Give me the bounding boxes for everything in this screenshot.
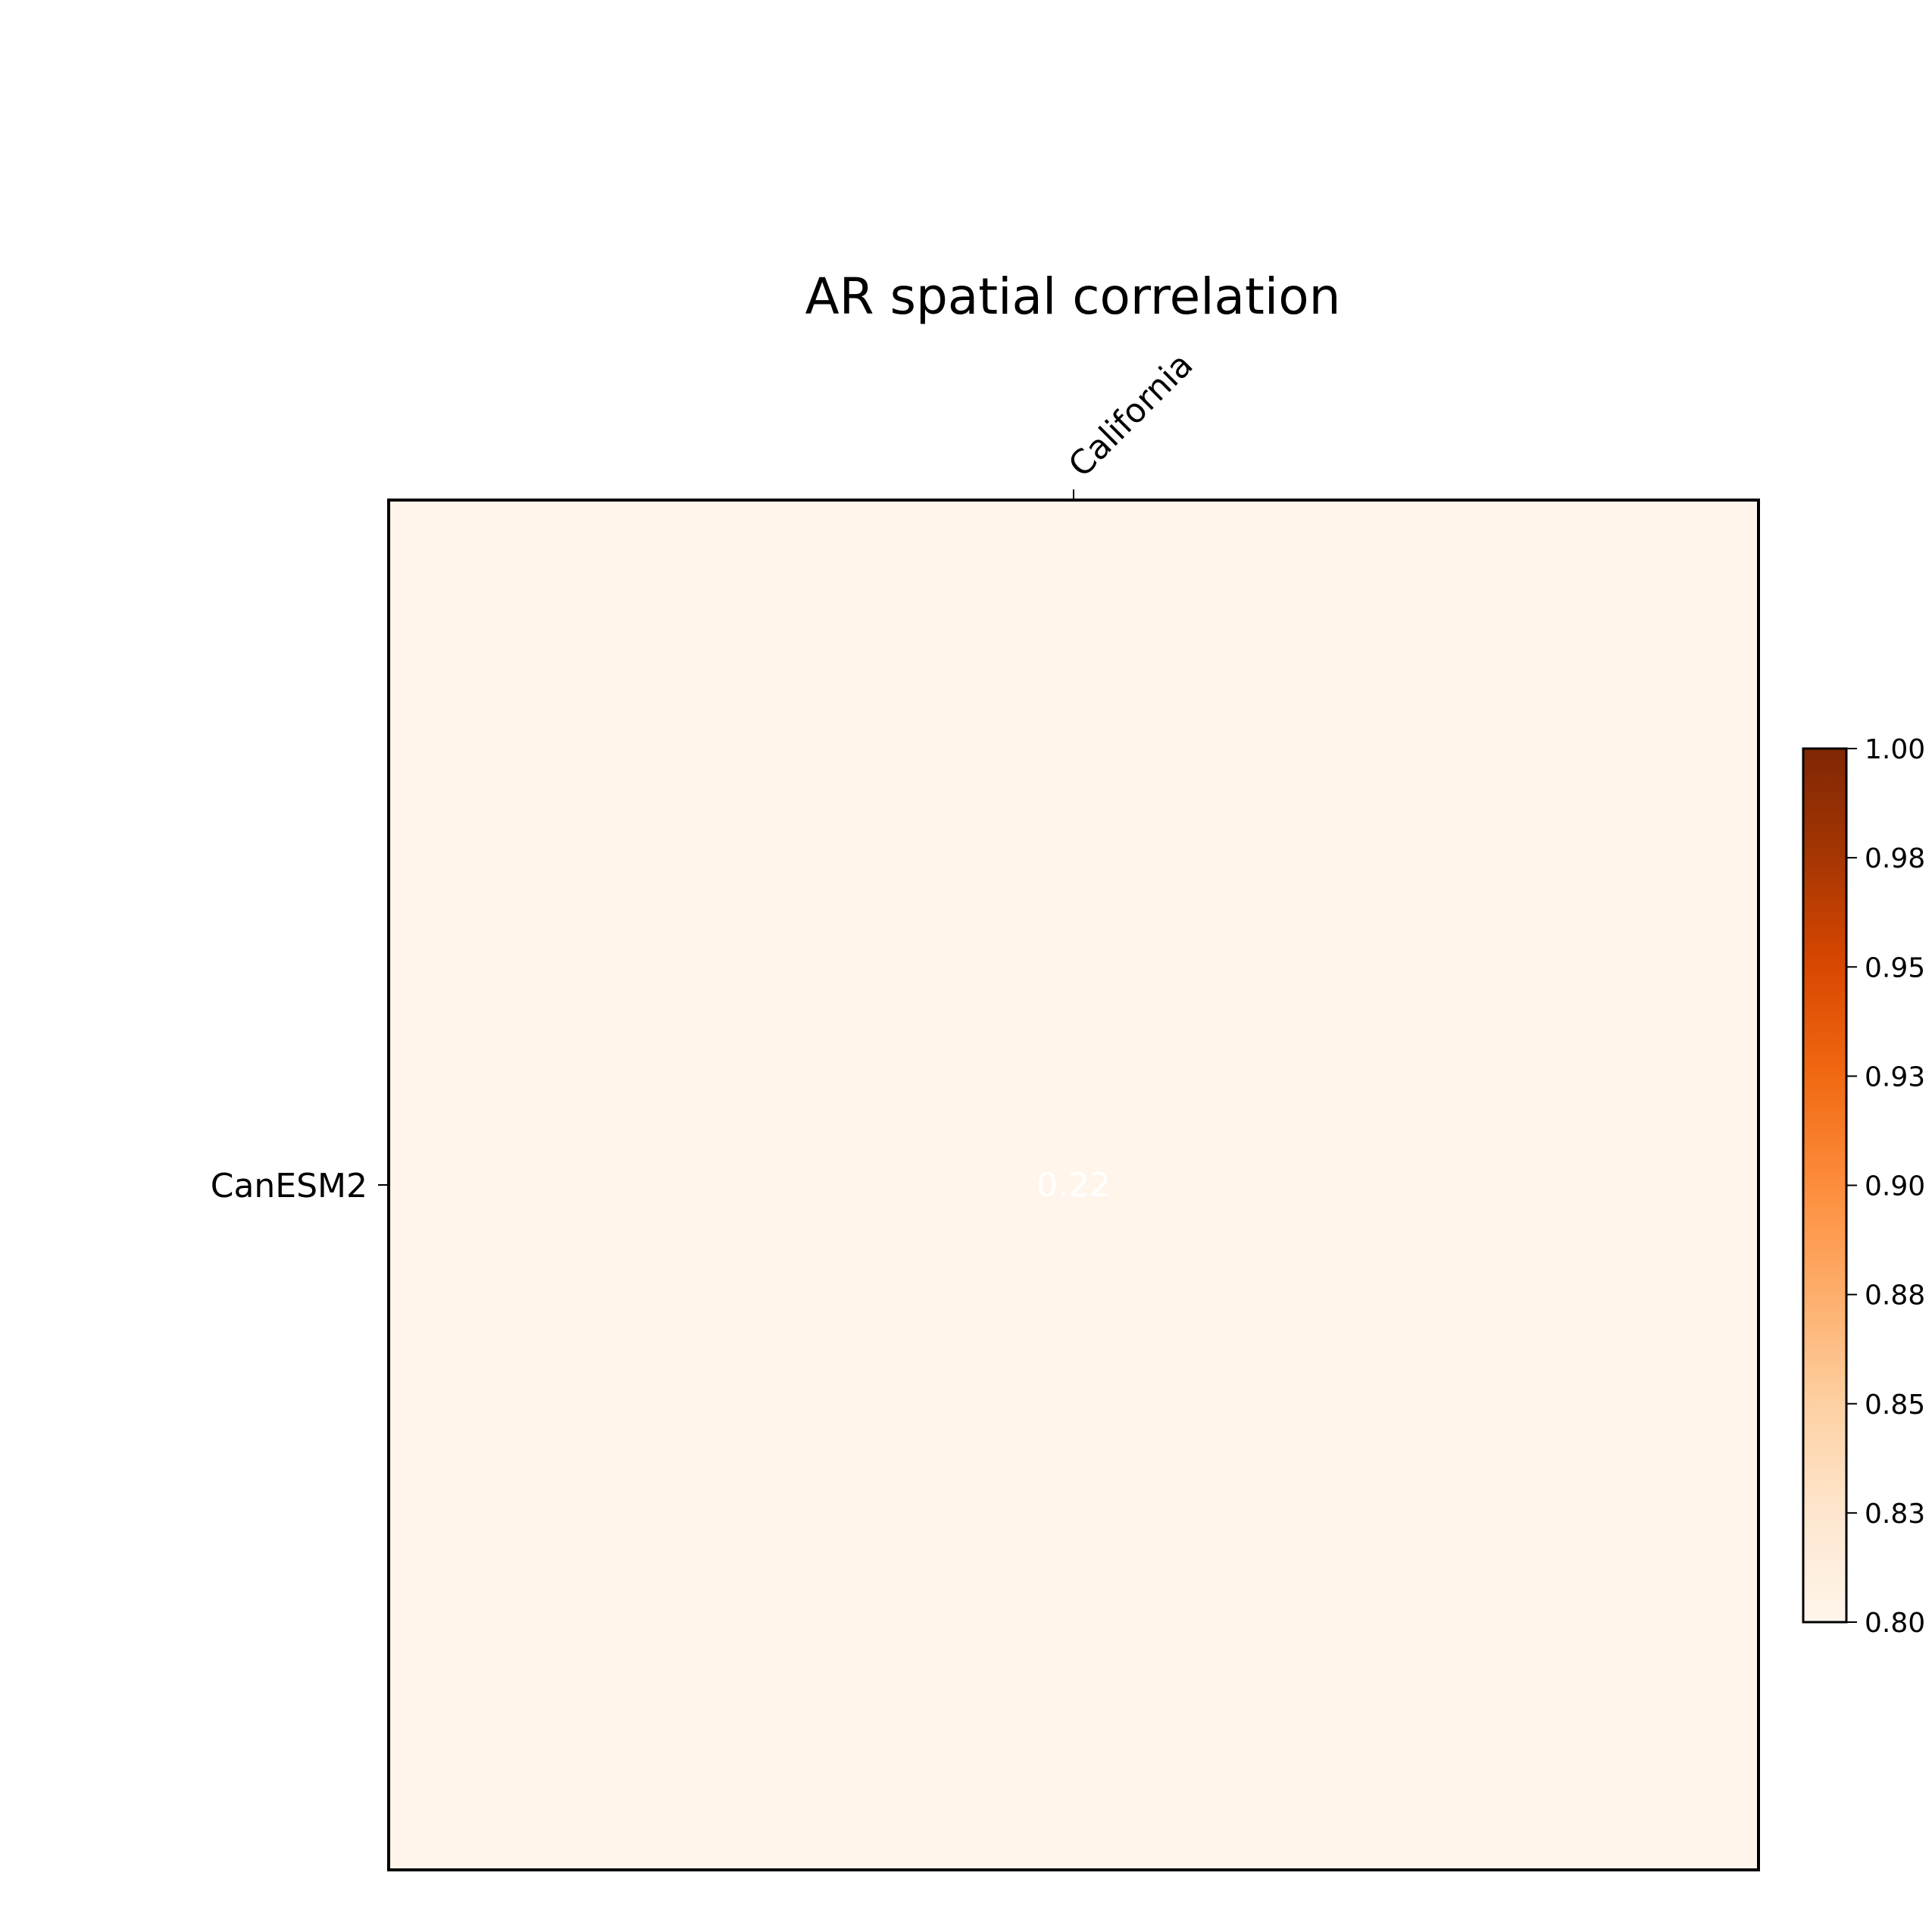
colorbar-tick-label: 0.98: [1865, 843, 1925, 874]
y-axis-ticks: CanESM2: [211, 1167, 389, 1205]
colorbar-tick-label: 0.95: [1865, 952, 1925, 983]
colorbar-tick-label: 0.90: [1865, 1171, 1925, 1202]
colorbar-tick-label: 1.00: [1865, 734, 1925, 765]
colorbar-tick-label: 0.80: [1865, 1608, 1925, 1639]
colorbar-tick-label: 0.93: [1865, 1061, 1925, 1093]
colorbar-gradient: [1803, 749, 1846, 1622]
x-axis-ticks: California: [1061, 345, 1201, 500]
cell-value-label: 0.22: [1036, 1166, 1111, 1205]
colorbar-ticks: 0.80 0.83 0.85 0.88 0.90 0.93 0.95 0.98 1.00: [1846, 734, 1925, 1639]
x-tick-label: California: [1061, 345, 1201, 485]
colorbar: 0.80 0.83 0.85 0.88 0.90 0.93 0.95 0.98 1.00: [1802, 734, 1925, 1639]
colorbar-tick-label: 0.85: [1865, 1390, 1925, 1421]
heatmap-cells: 0.22: [389, 500, 1758, 1870]
colorbar-tick-label: 0.83: [1865, 1499, 1925, 1530]
y-tick-label: CanESM2: [211, 1167, 367, 1205]
chart-title: AR spatial correlation: [805, 267, 1341, 326]
colorbar-tick-label: 0.88: [1865, 1280, 1925, 1311]
heatmap-cell: [389, 500, 1758, 1870]
